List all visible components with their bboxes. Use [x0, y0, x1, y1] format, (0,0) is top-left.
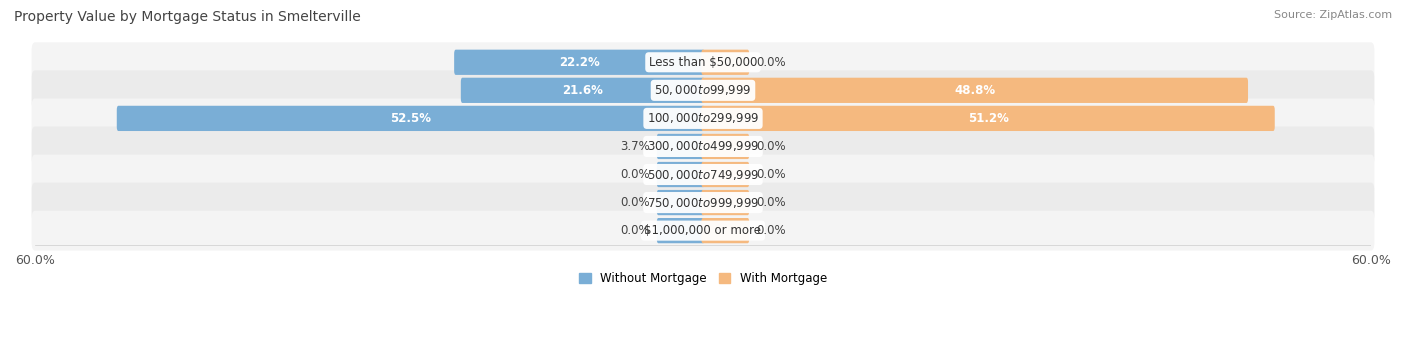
Text: $50,000 to $99,999: $50,000 to $99,999 — [654, 83, 752, 97]
Text: 0.0%: 0.0% — [620, 224, 650, 237]
FancyBboxPatch shape — [657, 162, 704, 187]
FancyBboxPatch shape — [702, 162, 749, 187]
FancyBboxPatch shape — [702, 190, 749, 215]
Text: $500,000 to $749,999: $500,000 to $749,999 — [647, 167, 759, 181]
FancyBboxPatch shape — [657, 218, 704, 243]
Text: $750,000 to $999,999: $750,000 to $999,999 — [647, 196, 759, 210]
Text: 0.0%: 0.0% — [756, 168, 786, 181]
FancyBboxPatch shape — [657, 190, 704, 215]
Text: 0.0%: 0.0% — [620, 196, 650, 209]
Text: 48.8%: 48.8% — [955, 84, 995, 97]
FancyBboxPatch shape — [702, 78, 1249, 103]
Legend: Without Mortgage, With Mortgage: Without Mortgage, With Mortgage — [574, 268, 832, 290]
Text: 0.0%: 0.0% — [756, 56, 786, 69]
FancyBboxPatch shape — [31, 154, 1375, 194]
FancyBboxPatch shape — [702, 218, 749, 243]
FancyBboxPatch shape — [31, 42, 1375, 82]
FancyBboxPatch shape — [702, 134, 749, 159]
Text: Source: ZipAtlas.com: Source: ZipAtlas.com — [1274, 10, 1392, 20]
Text: $100,000 to $299,999: $100,000 to $299,999 — [647, 112, 759, 125]
Text: 51.2%: 51.2% — [967, 112, 1008, 125]
FancyBboxPatch shape — [117, 106, 704, 131]
FancyBboxPatch shape — [31, 70, 1375, 110]
Text: Less than $50,000: Less than $50,000 — [648, 56, 758, 69]
Text: 0.0%: 0.0% — [620, 168, 650, 181]
FancyBboxPatch shape — [31, 127, 1375, 166]
FancyBboxPatch shape — [31, 211, 1375, 251]
Text: 22.2%: 22.2% — [560, 56, 600, 69]
FancyBboxPatch shape — [702, 50, 749, 75]
Text: 0.0%: 0.0% — [756, 196, 786, 209]
Text: 0.0%: 0.0% — [756, 140, 786, 153]
Text: 21.6%: 21.6% — [562, 84, 603, 97]
FancyBboxPatch shape — [657, 134, 704, 159]
FancyBboxPatch shape — [702, 106, 1275, 131]
Text: 0.0%: 0.0% — [756, 224, 786, 237]
Text: 3.7%: 3.7% — [620, 140, 650, 153]
Text: 52.5%: 52.5% — [391, 112, 432, 125]
FancyBboxPatch shape — [31, 99, 1375, 138]
FancyBboxPatch shape — [31, 183, 1375, 222]
FancyBboxPatch shape — [454, 50, 704, 75]
Text: $300,000 to $499,999: $300,000 to $499,999 — [647, 139, 759, 153]
FancyBboxPatch shape — [461, 78, 704, 103]
Text: $1,000,000 or more: $1,000,000 or more — [644, 224, 762, 237]
Text: Property Value by Mortgage Status in Smelterville: Property Value by Mortgage Status in Sme… — [14, 10, 361, 24]
